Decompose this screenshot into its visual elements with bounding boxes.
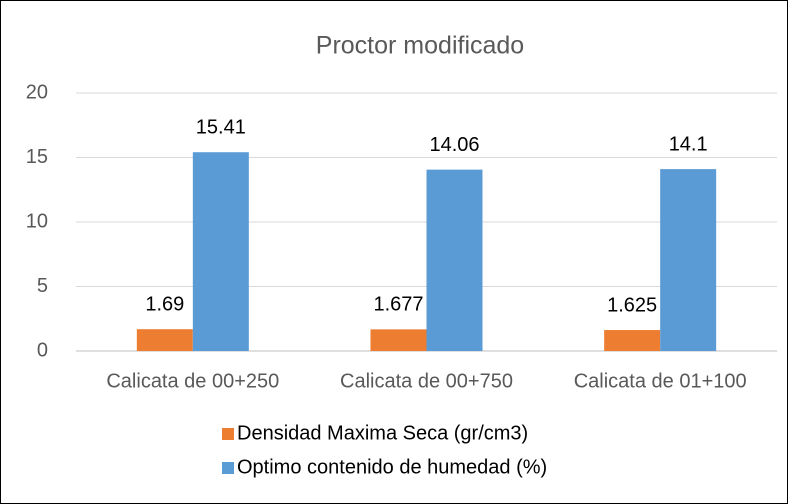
bar	[426, 169, 483, 351]
bar	[192, 152, 249, 351]
data-label: 1.625	[607, 294, 657, 316]
y-tick-label: 10	[26, 210, 48, 232]
y-tick-label: 5	[37, 275, 48, 297]
x-tick-label: Calicata de 00+750	[340, 370, 513, 392]
bar	[136, 329, 193, 351]
legend-label: Densidad Maxima Seca (gr/cm3)	[237, 422, 528, 444]
data-label: 1.677	[373, 294, 423, 316]
legend-swatch	[222, 428, 234, 440]
bar	[604, 330, 661, 351]
data-label: 14.1	[669, 133, 708, 155]
data-label: 1.69	[145, 293, 184, 315]
bar	[370, 329, 427, 351]
x-tick-label: Calicata de 00+250	[106, 370, 279, 392]
bar	[660, 169, 717, 351]
chart-title: Proctor modificado	[316, 32, 524, 60]
x-tick-label: Calicata de 01+100	[574, 370, 747, 392]
y-tick-label: 15	[26, 146, 48, 168]
legend-label: Optimo contenido de humedad (%)	[237, 456, 547, 478]
legend-swatch	[222, 462, 234, 474]
y-tick-label: 20	[26, 81, 48, 103]
y-tick-label: 0	[37, 339, 48, 361]
data-label: 14.06	[429, 134, 479, 156]
data-label: 15.41	[196, 116, 246, 138]
